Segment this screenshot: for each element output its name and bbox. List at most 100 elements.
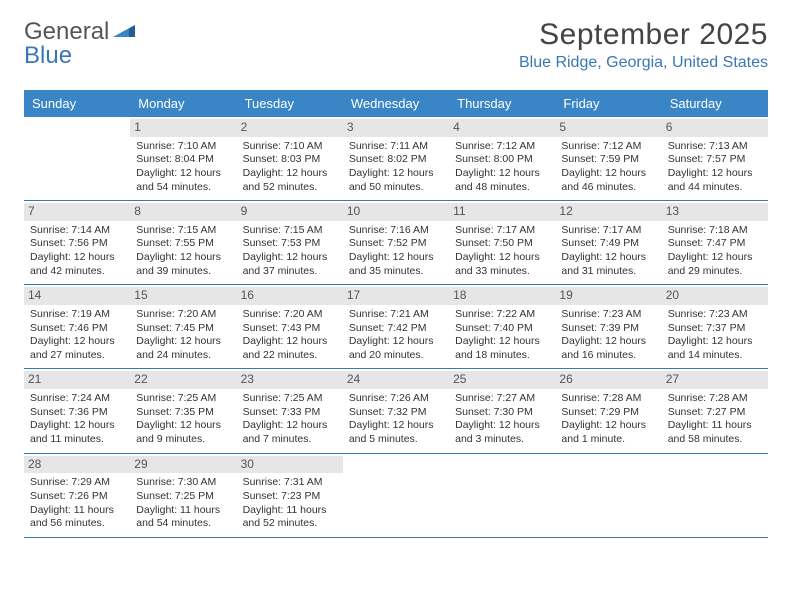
day-details: Sunrise: 7:10 AMSunset: 8:03 PMDaylight:… [241, 140, 339, 195]
calendar-grid: SundayMondayTuesdayWednesdayThursdayFrid… [24, 90, 768, 538]
sunset-text: Sunset: 8:03 PM [243, 153, 337, 167]
dow-cell: Thursday [449, 90, 555, 117]
location-text: Blue Ridge, Georgia, United States [519, 54, 768, 72]
sunrise-text: Sunrise: 7:22 AM [455, 308, 549, 322]
sunrise-text: Sunrise: 7:23 AM [668, 308, 762, 322]
sunrise-text: Sunrise: 7:26 AM [349, 392, 443, 406]
day-cell: 1 Sunrise: 7:10 AMSunset: 8:04 PMDaylight… [130, 117, 236, 200]
sunrise-text: Sunrise: 7:20 AM [243, 308, 337, 322]
day-cell [449, 454, 555, 537]
sunset-text: Sunset: 7:39 PM [561, 322, 655, 336]
day-details: Sunrise: 7:26 AMSunset: 7:32 PMDaylight:… [347, 392, 445, 447]
sunset-text: Sunset: 7:53 PM [243, 237, 337, 251]
daylight-text: Daylight: 12 hours and 35 minutes. [349, 251, 443, 278]
day-cell: 30 Sunrise: 7:31 AMSunset: 7:23 PMDayligh… [237, 454, 343, 537]
day-details: Sunrise: 7:27 AMSunset: 7:30 PMDaylight:… [453, 392, 551, 447]
day-cell: 7Sunrise: 7:14 AMSunset: 7:56 PMDaylight… [24, 201, 130, 284]
day-cell: 11Sunrise: 7:17 AMSunset: 7:50 PMDayligh… [449, 201, 555, 284]
sunset-text: Sunset: 7:43 PM [243, 322, 337, 336]
dow-cell: Sunday [24, 90, 130, 117]
sunset-text: Sunset: 7:56 PM [30, 237, 124, 251]
dow-cell: Tuesday [237, 90, 343, 117]
sunrise-text: Sunrise: 7:11 AM [349, 140, 443, 154]
day-cell: 28Sunrise: 7:29 AMSunset: 7:26 PMDayligh… [24, 454, 130, 537]
day-details: Sunrise: 7:17 AMSunset: 7:49 PMDaylight:… [559, 224, 657, 279]
day-cell: 29Sunrise: 7:30 AMSunset: 7:25 PMDayligh… [130, 454, 236, 537]
sunrise-text: Sunrise: 7:12 AM [561, 140, 655, 154]
day-details: Sunrise: 7:30 AMSunset: 7:25 PMDaylight:… [134, 476, 232, 531]
day-details: Sunrise: 7:22 AMSunset: 7:40 PMDaylight:… [453, 308, 551, 363]
sunset-text: Sunset: 7:32 PM [349, 406, 443, 420]
daylight-text: Daylight: 12 hours and 29 minutes. [668, 251, 762, 278]
daylight-text: Daylight: 12 hours and 54 minutes. [136, 167, 230, 194]
day-details: Sunrise: 7:25 AMSunset: 7:33 PMDaylight:… [241, 392, 339, 447]
title-block: September 2025 Blue Ridge, Georgia, Unit… [519, 18, 768, 72]
day-number: 13 [662, 203, 768, 221]
sunrise-text: Sunrise: 7:27 AM [455, 392, 549, 406]
week-row: 28Sunrise: 7:29 AMSunset: 7:26 PMDayligh… [24, 454, 768, 538]
day-number: 4 [449, 119, 555, 137]
sunrise-text: Sunrise: 7:17 AM [455, 224, 549, 238]
week-row: 7Sunrise: 7:14 AMSunset: 7:56 PMDaylight… [24, 201, 768, 285]
daylight-text: Daylight: 12 hours and 7 minutes. [243, 419, 337, 446]
day-details: Sunrise: 7:28 AMSunset: 7:29 PMDaylight:… [559, 392, 657, 447]
day-details: Sunrise: 7:12 AMSunset: 8:00 PMDaylight:… [453, 140, 551, 195]
day-number: 15 [130, 287, 236, 305]
day-details: Sunrise: 7:12 AMSunset: 7:59 PMDaylight:… [559, 140, 657, 195]
daylight-text: Daylight: 12 hours and 9 minutes. [136, 419, 230, 446]
day-number: 27 [662, 371, 768, 389]
day-cell: 18Sunrise: 7:22 AMSunset: 7:40 PMDayligh… [449, 285, 555, 368]
sunrise-text: Sunrise: 7:10 AM [243, 140, 337, 154]
daylight-text: Daylight: 12 hours and 37 minutes. [243, 251, 337, 278]
sunrise-text: Sunrise: 7:24 AM [30, 392, 124, 406]
dow-header-row: SundayMondayTuesdayWednesdayThursdayFrid… [24, 90, 768, 117]
day-cell: 10Sunrise: 7:16 AMSunset: 7:52 PMDayligh… [343, 201, 449, 284]
day-number: 26 [555, 371, 661, 389]
sunset-text: Sunset: 7:50 PM [455, 237, 549, 251]
sunset-text: Sunset: 7:27 PM [668, 406, 762, 420]
day-number: 23 [237, 371, 343, 389]
day-details: Sunrise: 7:14 AMSunset: 7:56 PMDaylight:… [28, 224, 126, 279]
day-number: 14 [24, 287, 130, 305]
day-cell: 24Sunrise: 7:26 AMSunset: 7:32 PMDayligh… [343, 369, 449, 452]
sunset-text: Sunset: 7:57 PM [668, 153, 762, 167]
sunset-text: Sunset: 7:29 PM [561, 406, 655, 420]
sunset-text: Sunset: 8:02 PM [349, 153, 443, 167]
day-details: Sunrise: 7:24 AMSunset: 7:36 PMDaylight:… [28, 392, 126, 447]
day-cell: 3Sunrise: 7:11 AMSunset: 8:02 PMDaylight… [343, 117, 449, 200]
day-number: 6 [662, 119, 768, 137]
sunset-text: Sunset: 7:42 PM [349, 322, 443, 336]
day-cell: 22 Sunrise: 7:25 AMSunset: 7:35 PMDayligh… [130, 369, 236, 452]
sunset-text: Sunset: 7:37 PM [668, 322, 762, 336]
sunrise-text: Sunrise: 7:15 AM [136, 224, 230, 238]
logo-text-2: Blue [24, 42, 72, 70]
day-details: Sunrise: 7:19 AMSunset: 7:46 PMDaylight:… [28, 308, 126, 363]
day-number: 28 [24, 456, 130, 474]
day-details: Sunrise: 7:15 AMSunset: 7:53 PMDaylight:… [241, 224, 339, 279]
dow-cell: Friday [555, 90, 661, 117]
day-number: 30 [237, 456, 343, 474]
day-details: Sunrise: 7:31 AMSunset: 7:23 PMDaylight:… [241, 476, 339, 531]
day-cell [343, 454, 449, 537]
month-title: September 2025 [519, 18, 768, 52]
day-number: 16 [237, 287, 343, 305]
sunrise-text: Sunrise: 7:13 AM [668, 140, 762, 154]
day-details: Sunrise: 7:16 AMSunset: 7:52 PMDaylight:… [347, 224, 445, 279]
day-number: 1 [130, 119, 236, 137]
day-details: Sunrise: 7:28 AMSunset: 7:27 PMDaylight:… [666, 392, 764, 447]
day-number: 19 [555, 287, 661, 305]
sunrise-text: Sunrise: 7:25 AM [136, 392, 230, 406]
day-number: 11 [449, 203, 555, 221]
day-details: Sunrise: 7:25 AMSunset: 7:35 PMDaylight:… [134, 392, 232, 447]
sunset-text: Sunset: 7:59 PM [561, 153, 655, 167]
day-details: Sunrise: 7:20 AMSunset: 7:43 PMDaylight:… [241, 308, 339, 363]
day-number: 22 [130, 371, 236, 389]
daylight-text: Daylight: 11 hours and 52 minutes. [243, 504, 337, 531]
day-cell: 9Sunrise: 7:15 AMSunset: 7:53 PMDaylight… [237, 201, 343, 284]
daylight-text: Daylight: 11 hours and 58 minutes. [668, 419, 762, 446]
day-details: Sunrise: 7:13 AMSunset: 7:57 PMDaylight:… [666, 140, 764, 195]
day-cell: 23 Sunrise: 7:25 AMSunset: 7:33 PMDayligh… [237, 369, 343, 452]
day-details: Sunrise: 7:10 AMSunset: 8:04 PMDaylight:… [134, 140, 232, 195]
daylight-text: Daylight: 12 hours and 48 minutes. [455, 167, 549, 194]
day-cell: 2Sunrise: 7:10 AMSunset: 8:03 PMDaylight… [237, 117, 343, 200]
